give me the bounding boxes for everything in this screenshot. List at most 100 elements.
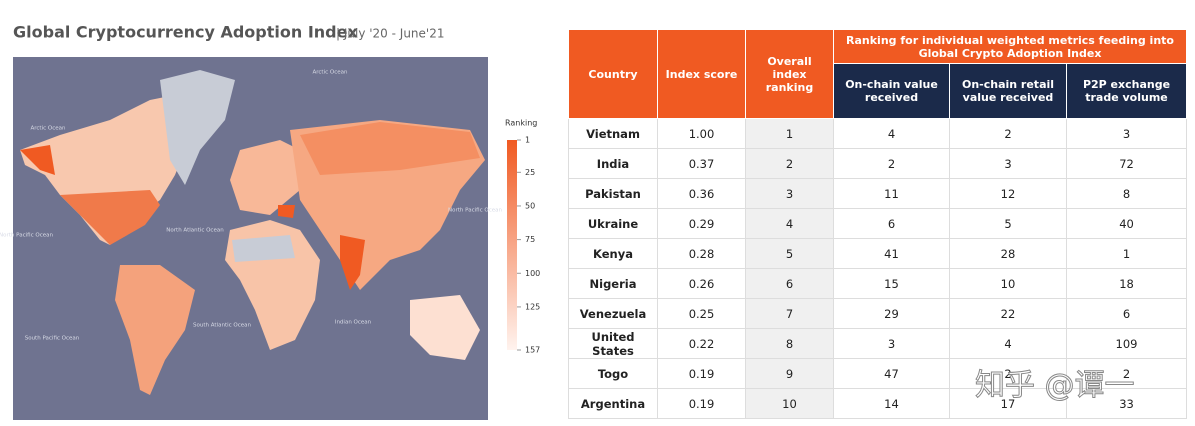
table-cell: 3 xyxy=(949,148,1067,179)
table-row: Argentina 0.19 10 14 17 33 xyxy=(568,388,1188,419)
country-cell: Vietnam xyxy=(568,118,658,149)
table-cell: 12 xyxy=(949,178,1067,209)
country-cell: Argentina xyxy=(568,388,658,419)
table-row: Pakistan 0.36 3 11 12 8 xyxy=(568,178,1188,209)
table-row: India 0.37 2 2 3 72 xyxy=(568,148,1188,179)
table-cell: 0.37 xyxy=(657,148,746,179)
table-cell: 2 xyxy=(949,118,1067,149)
legend-tick-label: 25 xyxy=(525,168,535,177)
table-cell: 4 xyxy=(745,208,834,239)
india xyxy=(340,235,365,290)
table-cell: 4 xyxy=(833,118,950,149)
table-cell: 18 xyxy=(1065,268,1188,299)
table-cell: 2 xyxy=(949,358,1067,389)
table-cell: 0.19 xyxy=(657,388,746,419)
russia xyxy=(300,122,480,175)
australia xyxy=(410,295,480,360)
subtitle: | July '20 - June'21 xyxy=(336,27,444,41)
table-cell: 0.29 xyxy=(657,208,746,239)
table-cell: 0.36 xyxy=(657,178,746,209)
legend-tick-label: 157 xyxy=(525,346,540,355)
alaska xyxy=(20,145,55,175)
ukraine xyxy=(278,205,295,218)
table-row: Ukraine 0.29 4 6 5 40 xyxy=(568,208,1188,239)
watermark: 知乎 @谭一 xyxy=(975,368,1136,404)
table-cell: 29 xyxy=(833,298,950,329)
north-america xyxy=(20,95,210,245)
table-row: United States 0.22 8 3 4 109 xyxy=(568,328,1188,359)
ocean-label: North Pacific Ocean xyxy=(448,208,502,214)
south-america xyxy=(115,265,195,395)
table-cell: 41 xyxy=(833,238,950,269)
sub-header: P2P exchange trade volume xyxy=(1065,63,1188,119)
table-cell: 5 xyxy=(949,208,1067,239)
table-cell: 109 xyxy=(1065,328,1188,359)
country-cell: Nigeria xyxy=(568,268,658,299)
table-cell: 0.28 xyxy=(657,238,746,269)
legend-bar xyxy=(507,140,517,350)
map-panel: Global Cryptocurrency Adoption Index | J… xyxy=(0,23,540,420)
table-cell: 10 xyxy=(949,268,1067,299)
ranking-table: Country Index score Overall index rankin… xyxy=(568,29,1188,419)
table-cell: 72 xyxy=(1065,148,1188,179)
table-cell: 3 xyxy=(1065,118,1188,149)
table-cell: 0.25 xyxy=(657,298,746,329)
europe xyxy=(230,140,300,215)
country-cell: Venezuela xyxy=(568,298,658,329)
country-cell: Ukraine xyxy=(568,208,658,239)
land xyxy=(20,70,485,395)
greenland xyxy=(160,70,235,185)
legend-tick-label: 75 xyxy=(525,235,535,244)
ocean-label: North Atlantic Ocean xyxy=(166,228,224,234)
country-cell: Pakistan xyxy=(568,178,658,209)
table-cell: 6 xyxy=(833,208,950,239)
country-cell: India xyxy=(568,148,658,179)
table-cell: 14 xyxy=(833,388,950,419)
table-cell: 1 xyxy=(745,118,834,149)
group-header: Ranking for individual weighted metrics … xyxy=(832,29,1188,64)
table-cell: 8 xyxy=(1065,178,1188,209)
table-cell: 1.00 xyxy=(657,118,746,149)
legend-tick-label: 50 xyxy=(525,201,535,210)
header-cell: Country xyxy=(568,29,658,119)
table-cell: 28 xyxy=(949,238,1067,269)
sahara xyxy=(232,235,295,262)
country-cell: Kenya xyxy=(568,238,658,269)
table-cell: 7 xyxy=(745,298,834,329)
table-cell: 17 xyxy=(949,388,1067,419)
legend-tick-label: 100 xyxy=(525,269,540,278)
table-cell: 9 xyxy=(745,358,834,389)
table-cell: 3 xyxy=(745,178,834,209)
table-cell: 2 xyxy=(745,148,834,179)
country-cell: Togo xyxy=(568,358,658,389)
sub-header: On-chain retail value received xyxy=(949,63,1067,119)
table-cell: 1 xyxy=(1065,238,1188,269)
sub-header: On-chain value received xyxy=(833,63,950,119)
table-cell: 6 xyxy=(745,268,834,299)
legend-tick-label: 1 xyxy=(525,136,530,145)
legend-tick-label: 125 xyxy=(525,302,540,311)
table-cell: 5 xyxy=(745,238,834,269)
table-cell: 15 xyxy=(833,268,950,299)
header-cell: Index score xyxy=(657,29,746,119)
table-row: Nigeria 0.26 6 15 10 18 xyxy=(568,268,1188,299)
table-cell: 47 xyxy=(833,358,950,389)
ocean-label: Arctic Ocean xyxy=(31,126,66,132)
table-cell: 0.19 xyxy=(657,358,746,389)
table-cell: 3 xyxy=(833,328,950,359)
legend-title: Ranking xyxy=(505,119,537,128)
table-row: Vietnam 1.00 1 4 2 3 xyxy=(568,118,1188,149)
table-cell: 40 xyxy=(1065,208,1188,239)
table-cell: 2 xyxy=(1065,358,1188,389)
table-cell: 33 xyxy=(1065,388,1188,419)
ocean-label: South Atlantic Ocean xyxy=(193,323,252,329)
table-cell: 4 xyxy=(949,328,1067,359)
table-cell: 0.22 xyxy=(657,328,746,359)
ocean-label: Indian Ocean xyxy=(335,320,372,326)
table-cell: 11 xyxy=(833,178,950,209)
table-cell: 8 xyxy=(745,328,834,359)
table-cell: 2 xyxy=(833,148,950,179)
usa xyxy=(60,190,160,245)
table-body: Vietnam 1.00 1 4 2 3 India 0.37 2 2 3 72 Pakistan 0.3… xyxy=(568,118,1188,419)
table-row: Venezuela 0.25 7 29 22 6 xyxy=(568,298,1188,329)
